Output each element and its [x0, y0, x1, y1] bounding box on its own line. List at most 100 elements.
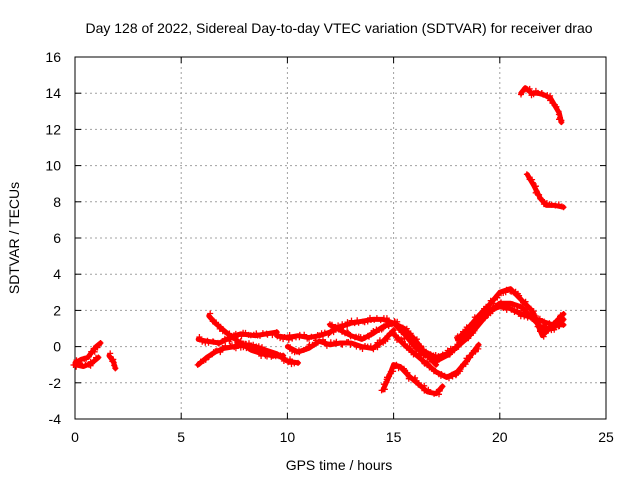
data-point: [555, 201, 562, 208]
data-point: [85, 353, 92, 360]
data-point: [544, 92, 551, 99]
data-point: [322, 339, 329, 346]
data-point: [428, 364, 435, 371]
data-point: [490, 300, 497, 307]
data-point: [432, 352, 439, 358]
data-point: [537, 195, 544, 202]
data-point: [381, 386, 388, 393]
data-point: [560, 204, 567, 211]
y-tick-label: 16: [45, 49, 61, 65]
data-point: [257, 332, 263, 339]
data-point: [335, 326, 342, 333]
data-point: [314, 339, 321, 346]
data-point: [466, 352, 473, 359]
data-point: [361, 319, 368, 326]
data-point: [221, 335, 228, 342]
data-point: [552, 202, 559, 209]
data-point: [237, 338, 244, 345]
data-point: [415, 381, 422, 388]
data-point: [463, 324, 470, 331]
data-point: [364, 332, 371, 339]
data-point: [199, 338, 206, 345]
data-point: [487, 297, 494, 304]
data-point: [285, 336, 292, 343]
data-point: [205, 354, 212, 360]
data-point: [280, 352, 287, 359]
series-arc-8: [284, 327, 397, 356]
data-point: [496, 303, 503, 310]
data-point: [347, 333, 354, 340]
y-axis-label: SDTVAR / TECUs: [6, 182, 22, 294]
data-point: [216, 340, 222, 347]
data-point: [542, 328, 549, 335]
data-point: [530, 91, 537, 98]
data-point: [263, 330, 270, 337]
data-point: [345, 329, 352, 336]
data-point: [463, 355, 470, 362]
data-point: [366, 333, 372, 340]
data-point: [252, 346, 259, 353]
data-point: [526, 85, 533, 92]
data-point: [392, 362, 399, 369]
data-point: [407, 330, 414, 337]
data-point: [432, 367, 439, 374]
series-arc-15: [518, 85, 565, 126]
data-point: [393, 332, 399, 339]
y-tick-label: 12: [45, 121, 61, 137]
data-point: [77, 357, 84, 364]
data-point: [326, 330, 333, 336]
data-point: [107, 353, 113, 360]
data-point: [403, 344, 410, 351]
data-point: [410, 351, 417, 358]
data-point: [194, 361, 201, 368]
x-tick-label: 5: [177, 429, 185, 445]
data-point: [401, 367, 408, 374]
data-point: [436, 356, 442, 363]
data-point: [287, 344, 294, 351]
data-point: [210, 338, 217, 345]
data-point: [462, 329, 469, 336]
data-point: [503, 286, 510, 293]
data-point: [560, 311, 567, 318]
data-point: [427, 351, 434, 358]
data-point: [442, 352, 449, 359]
data-point: [482, 308, 488, 315]
data-point: [339, 321, 346, 328]
data-point: [411, 376, 418, 383]
data-point: [222, 342, 229, 349]
data-point: [548, 201, 555, 208]
data-point: [196, 334, 203, 340]
data-point: [529, 179, 536, 186]
data-point: [280, 358, 287, 364]
data-point: [507, 287, 514, 294]
data-point: [234, 340, 241, 347]
data-point: [541, 318, 548, 325]
data-point: [424, 360, 431, 367]
grid-lines: [75, 57, 606, 419]
data-point: [295, 359, 302, 366]
data-point: [226, 330, 233, 337]
data-point: [389, 330, 396, 337]
data-point: [330, 329, 337, 336]
data-point: [405, 375, 412, 382]
data-point: [329, 321, 335, 328]
data-point: [378, 387, 385, 394]
data-point: [344, 328, 351, 335]
data-point: [533, 314, 540, 321]
data-point: [376, 337, 383, 344]
data-point: [274, 352, 281, 359]
data-point: [318, 330, 325, 337]
x-tick-label: 0: [71, 429, 79, 445]
x-tick-label: 25: [598, 429, 614, 445]
data-point: [385, 323, 392, 330]
y-tick-label: 4: [53, 266, 61, 282]
data-point: [477, 312, 484, 319]
series-arc-16: [523, 171, 567, 211]
data-point: [222, 328, 228, 335]
data-point: [353, 343, 360, 350]
data-point: [557, 312, 564, 319]
data-point: [494, 292, 501, 298]
data-point: [421, 387, 428, 394]
data-point: [277, 335, 284, 342]
data-point: [370, 328, 377, 334]
